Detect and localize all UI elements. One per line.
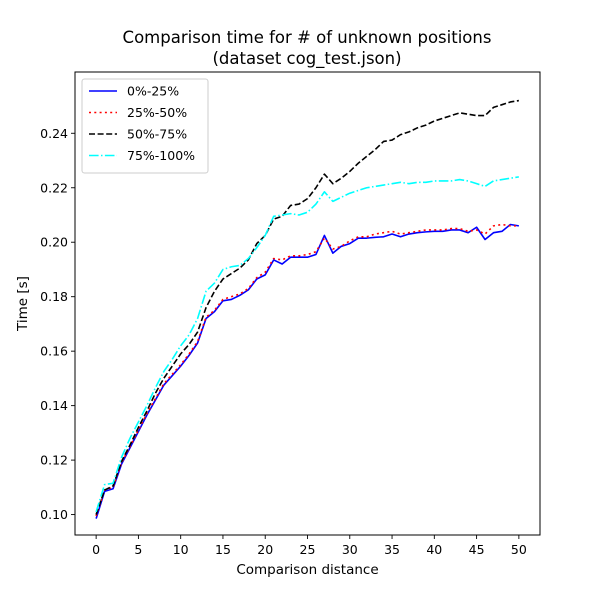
x-tick-label: 20 xyxy=(257,542,273,557)
y-tick-label: 0.12 xyxy=(40,453,68,468)
y-tick-label: 0.14 xyxy=(40,398,68,413)
series-line-4 xyxy=(95,176,519,513)
legend-label-4: 75%-100% xyxy=(127,148,195,163)
plot-frame xyxy=(74,71,541,536)
y-axis-label: Time [s] xyxy=(15,276,31,332)
x-tick-label: 15 xyxy=(215,542,231,557)
legend: 0%-25% 25%-50% 50%-75% 75%-100% xyxy=(81,78,209,174)
series-layer xyxy=(95,99,519,519)
x-tick-label: 5 xyxy=(134,542,142,557)
ticks-layer: 0 5 10 15 20 25 30 35 40 45 50 0.10 0.12 0.14 0.16 0.18… xyxy=(40,126,527,557)
legend-box xyxy=(81,78,209,174)
x-tick-label: 35 xyxy=(384,542,400,557)
series-line-1 xyxy=(95,223,519,519)
legend-label-1: 0%-25% xyxy=(127,84,179,99)
x-tick-label: 30 xyxy=(342,542,358,557)
x-tick-label: 50 xyxy=(511,542,527,557)
x-tick-label: 10 xyxy=(173,542,189,557)
x-tick-label: 45 xyxy=(469,542,485,557)
x-axis-label: Comparison distance xyxy=(236,562,378,578)
y-tick-label: 0.20 xyxy=(40,235,68,250)
y-tick-label: 0.18 xyxy=(40,289,68,304)
legend-label-2: 25%-50% xyxy=(127,105,187,120)
x-tick-label: 40 xyxy=(426,542,442,557)
y-tick-label: 0.22 xyxy=(40,180,68,195)
x-tick-label: 0 xyxy=(92,542,100,557)
y-tick-label: 0.10 xyxy=(40,507,68,522)
x-tick-label: 25 xyxy=(300,542,316,557)
y-tick-label: 0.16 xyxy=(40,344,68,359)
y-tick-label: 0.24 xyxy=(40,126,68,141)
chart-subtitle: (dataset cog_test.json) xyxy=(212,49,401,69)
legend-label-3: 50%-75% xyxy=(127,127,187,142)
chart-title: Comparison time for # of unknown positio… xyxy=(123,28,492,47)
series-line-3 xyxy=(95,99,519,515)
